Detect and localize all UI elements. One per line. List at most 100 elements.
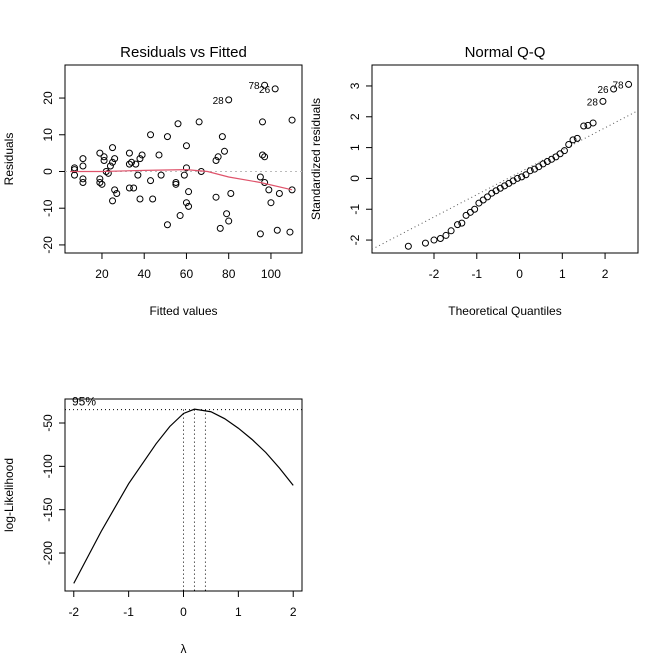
point-label: 78 [248,81,260,92]
x-tick-label: 20 [95,267,109,281]
point [96,149,104,157]
point [599,97,607,105]
point [147,131,155,139]
x-tick-label: -1 [471,267,482,281]
point [180,171,188,179]
point [513,174,521,182]
x-tick-label: 40 [138,267,152,281]
point [475,199,483,207]
smooth-line [70,169,293,191]
ci-label: 95% [72,395,96,409]
point [136,195,144,203]
point [522,171,530,179]
point [625,80,633,88]
point [580,122,588,130]
point [130,184,138,192]
point [212,193,220,201]
chart-title: Residuals vs Fitted [120,44,247,61]
x-tick-label: 0 [516,267,523,281]
point [225,96,233,104]
point [261,153,269,161]
point [176,212,184,220]
y-tick-label: -150 [41,497,55,521]
point [149,195,157,203]
point [543,157,551,165]
point [466,208,474,216]
point [216,224,224,232]
point [265,186,273,194]
point [256,230,264,238]
point [261,81,269,89]
y-tick-label: 1 [348,144,362,151]
y-tick-label: 0 [348,175,362,182]
point [79,175,87,183]
point [259,151,266,159]
point [98,180,106,188]
plot-frame [64,64,303,254]
qq-reference-line [371,110,639,250]
y-tick-label: -2 [348,234,362,245]
point [71,164,79,172]
x-tick-label: 80 [222,267,236,281]
point [225,217,233,225]
x-tick-label: -2 [68,605,79,619]
point [286,228,294,236]
point [96,179,104,186]
point [182,164,190,172]
point [518,173,526,181]
point [109,158,117,166]
point [471,205,479,213]
point [125,184,133,192]
point [100,153,108,161]
point [125,149,133,157]
point [220,147,228,155]
point [147,177,155,185]
y-tick-label: -50 [41,414,55,432]
point [273,226,281,234]
x-tick-label: 1 [559,267,566,281]
point [109,144,117,152]
point [163,221,171,229]
y-axis-label: Residuals [2,133,16,186]
point [212,156,220,164]
point [185,202,193,210]
point [436,235,444,243]
point [155,151,163,159]
point [138,151,146,159]
point [172,179,180,186]
x-tick-label: 60 [180,267,194,281]
point [106,162,114,170]
point [430,236,438,244]
point [218,133,226,141]
point [589,119,597,127]
point [275,190,283,198]
point [172,180,180,188]
x-tick-label: -1 [123,605,134,619]
point [113,190,121,198]
point [79,179,87,186]
y-tick-label: 3 [348,82,362,89]
x-axis-label: Theoretical Quantiles [448,304,561,318]
point [79,155,87,163]
point [134,171,142,179]
y-tick-label: -100 [41,454,55,478]
x-axis-label: λ [181,642,187,656]
point [565,141,573,149]
y-tick-label: -10 [41,199,55,217]
x-tick-label: 100 [261,267,281,281]
point [421,239,429,247]
y-tick-label: 0 [41,168,55,175]
point-label: 28 [587,97,599,108]
point [111,155,119,163]
point [462,211,470,219]
point [195,118,203,126]
point [163,133,171,141]
point [71,171,79,179]
x-tick-label: 1 [235,605,242,619]
y-tick-label: 10 [41,128,55,142]
point [227,190,235,198]
point [157,171,165,179]
y-tick-label: -200 [41,541,55,565]
y-tick-label: 20 [41,91,55,105]
point [267,199,275,207]
